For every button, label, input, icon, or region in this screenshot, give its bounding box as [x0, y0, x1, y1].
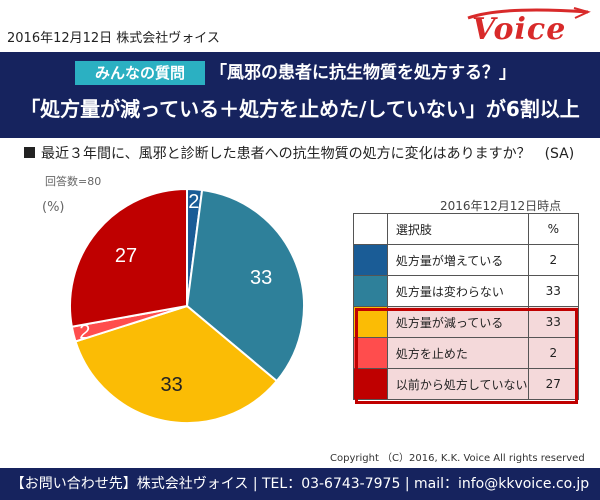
legend-label-0: 処方量が増えている: [386, 244, 529, 276]
chart-unit: (%): [42, 200, 65, 215]
copyright: Copyright （C）2016, K.K. Voice All rights…: [330, 453, 585, 464]
legend-value-0: 2: [527, 244, 580, 276]
legend-swatch-4: [353, 368, 388, 400]
legend-header-row: 選択肢 %: [353, 213, 580, 245]
pie-label-2: 33: [161, 374, 183, 396]
pie-slice-0: [186, 187, 204, 307]
as-of-date: 2016年12月12日時点: [440, 199, 562, 213]
legend-label-4: 以前から処方していない: [386, 368, 529, 400]
pie-label-3: 2: [79, 321, 90, 343]
legend-header-choice: 選択肢: [386, 213, 529, 245]
question-badge: みんなの質問: [75, 61, 205, 85]
legend-row-0: 処方量が増えている 2: [353, 244, 580, 276]
voice-logo: Voice: [462, 4, 594, 50]
legend-value-2: 33: [527, 306, 580, 338]
pie-label-0: 2: [188, 191, 199, 213]
pie-slice-1: [185, 188, 305, 383]
legend-swatch-0: [353, 244, 388, 276]
date-company: 2016年12月12日 株式会社ヴォイス: [7, 31, 220, 46]
pie-label-1: 33: [250, 267, 272, 289]
title-line-2: 「処方量が減っている＋処方を止めた/していない」が6割以上: [20, 97, 580, 121]
legend-swatch-1: [353, 275, 388, 307]
square-bullet-icon: [24, 147, 35, 158]
legend-label-3: 処方を止めた: [386, 337, 529, 369]
legend-header-swatch: [353, 213, 388, 245]
legend-header-percent: %: [527, 213, 580, 245]
pie-slice-4: [69, 187, 188, 328]
pie-slice-3: [70, 305, 188, 343]
legend-value-1: 33: [527, 275, 580, 307]
legend-row-2: 処方量が減っている 33: [353, 306, 580, 338]
legend-row-1: 処方量は変わらない 33: [353, 275, 580, 307]
legend-row-4: 以前から処方していない 27: [353, 368, 580, 400]
top-bar: 2016年12月12日 株式会社ヴォイス Voice: [0, 0, 600, 52]
legend-label-1: 処方量は変わらない: [386, 275, 529, 307]
survey-question-text: 最近３年間に、風邪と診断した患者への抗生物質の処方に変化はありますか？ (SA): [41, 146, 575, 162]
legend-swatch-2: [353, 306, 388, 338]
pie-label-4: 27: [115, 245, 137, 267]
respondent-count: 回答数=80: [45, 175, 102, 188]
title-line-1: 「風邪の患者に抗生物質を処方する？」: [210, 63, 516, 83]
logo-swoosh: [467, 7, 591, 20]
survey-question: 最近３年間に、風邪と診断した患者への抗生物質の処方に変化はありますか？ (SA): [24, 143, 574, 163]
pie-slice-2: [74, 304, 279, 424]
contact-footer: 【お問い合わせ先】株式会社ヴォイス | TEL：03-6743-7975 | m…: [0, 468, 600, 500]
logo-text: Voice: [472, 12, 567, 47]
legend-table: 選択肢 % 処方量が増えている 2 処方量は変わらない 33 処方量が減っている 33 処方…: [353, 213, 580, 400]
legend-label-2: 処方量が減っている: [386, 306, 529, 338]
highlight-box: [355, 308, 578, 404]
